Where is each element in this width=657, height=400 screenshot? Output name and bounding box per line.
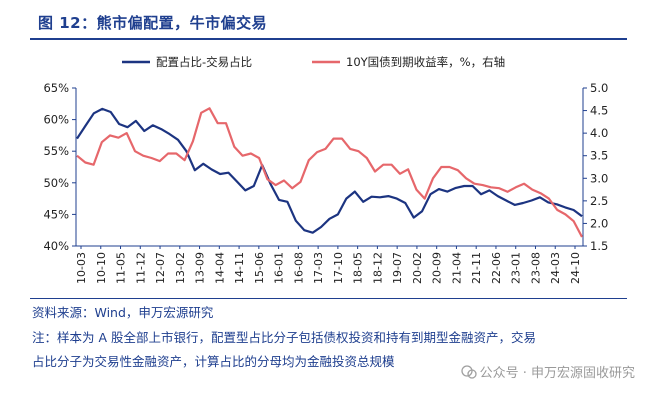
chart-axes: 40% 45% 50% 55% 60% 65% 1.5 2.0 2.5 3.0 3.5 4.0 4.5 5… <box>43 81 608 284</box>
wechat-icon <box>460 365 477 379</box>
x-tick-label: 14-04 <box>213 252 226 284</box>
legend: 配置占比-交易占比 10Y国债到期收益率，%，右轴 <box>122 55 505 69</box>
source-note: 资料来源：Wind，申万宏源研究 <box>32 305 214 320</box>
right-tick-label: 4.0 <box>590 126 608 140</box>
bottom-divider <box>30 298 627 299</box>
right-tick-label: 1.5 <box>590 239 608 253</box>
x-tick-label: 20-02 <box>411 252 424 284</box>
x-tick-label: 16-01 <box>273 252 286 284</box>
left-tick-label: 50% <box>43 176 69 190</box>
legend-item-allocation-label: 配置占比-交易占比 <box>156 55 252 69</box>
x-tick-label: 21-11 <box>470 252 483 284</box>
title-divider <box>30 38 627 40</box>
plot-area <box>76 107 583 238</box>
right-tick-label: 2.5 <box>590 194 608 208</box>
x-tick-label: 15-06 <box>253 252 266 284</box>
right-tick-label: 4.5 <box>590 104 608 118</box>
x-tick-label: 10-10 <box>95 252 108 284</box>
left-tick-label: 40% <box>43 239 69 253</box>
x-tick-label: 11-12 <box>134 252 147 284</box>
x-tick-label: 21-04 <box>450 252 463 284</box>
series-line-10y-yield <box>76 107 583 238</box>
watermark-text: 公众号 · 申万宏源固收研究 <box>479 366 635 381</box>
x-tick-label: 23-01 <box>510 252 523 284</box>
x-tick-label: 22-06 <box>490 252 503 284</box>
page-title: 图 12：熊市偏配置，牛市偏交易 <box>38 14 268 32</box>
left-tick-label: 45% <box>43 207 69 221</box>
x-tick-label: 13-02 <box>174 252 187 284</box>
x-tick-label: 10-03 <box>75 252 88 284</box>
right-tick-label: 5.0 <box>590 81 608 95</box>
right-tick-label: 3.5 <box>590 149 608 163</box>
x-tick-label: 24-10 <box>569 252 582 284</box>
x-tick-label: 12-07 <box>154 252 167 284</box>
x-tick-label: 23-08 <box>529 252 542 284</box>
footnote-line-2: 占比分子为交易性金融资产，计算占比的分母均为金融投资总规模 <box>32 354 395 369</box>
x-tick-label: 20-09 <box>431 252 444 284</box>
x-tick-label: 14-11 <box>233 252 246 284</box>
right-tick-label: 3.0 <box>590 171 608 185</box>
x-tick-label: 16-08 <box>292 252 305 284</box>
x-tick-label: 17-03 <box>312 252 325 284</box>
chart: 配置占比-交易占比 10Y国债到期收益率，%，右轴 40% 45% 50% 55% 60%… <box>43 55 608 284</box>
legend-item-yield-label: 10Y国债到期收益率，%，右轴 <box>346 55 505 69</box>
left-tick-label: 60% <box>43 113 69 127</box>
series-line-allocation-minus-trading <box>76 107 583 234</box>
x-tick-label: 18-05 <box>352 252 365 284</box>
right-tick-label: 2.0 <box>590 216 608 230</box>
x-tick-label: 24-03 <box>549 252 562 284</box>
x-tick-label: 13-09 <box>194 252 207 284</box>
x-tick-label: 11-05 <box>115 252 128 284</box>
x-tick-label: 19-07 <box>391 252 404 284</box>
watermark: 公众号 · 申万宏源固收研究 <box>460 362 635 381</box>
x-tick-label: 17-10 <box>332 252 345 284</box>
footnote-line-1: 注：样本为 A 股全部上市银行，配置型占比分子包括债权投资和持有到期型金融资产，… <box>32 330 536 345</box>
left-tick-label: 55% <box>43 144 69 158</box>
left-tick-label: 65% <box>43 81 69 95</box>
x-tick-label: 18-12 <box>371 252 384 284</box>
